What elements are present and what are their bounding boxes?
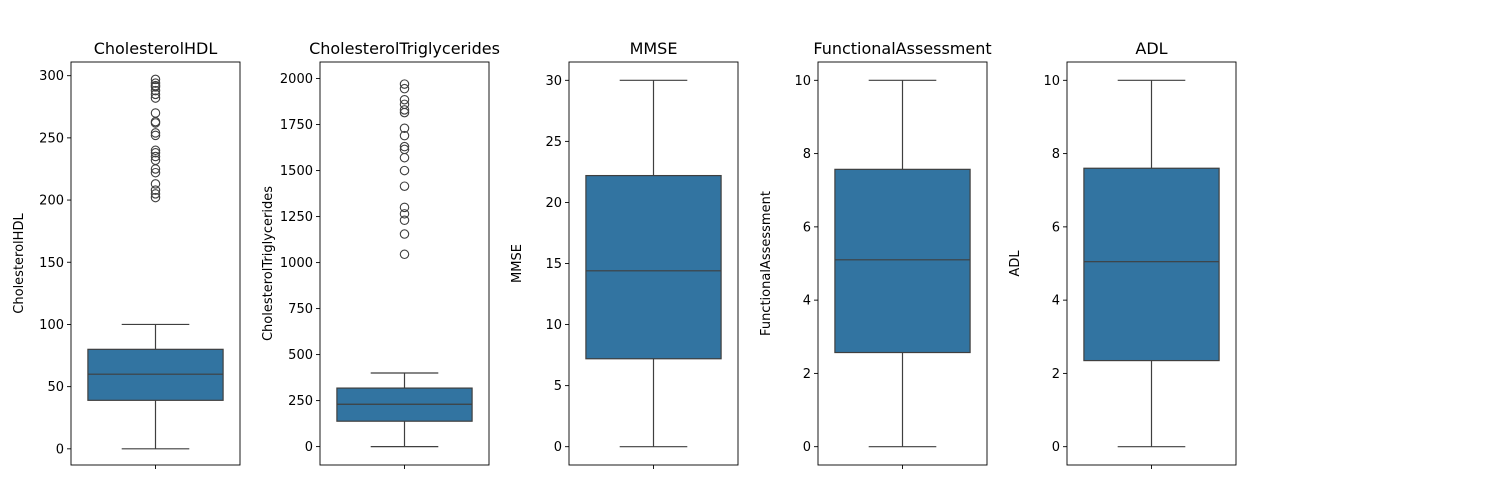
y-tick-label: 2 <box>803 367 811 382</box>
outlier-point <box>399 130 410 141</box>
outlier-point <box>150 155 161 166</box>
outlier-point <box>399 79 410 89</box>
y-axis-label: FunctionalAssessment <box>759 191 774 336</box>
y-tick-label: 10 <box>1043 74 1060 89</box>
subplot-1: CholesterolHDL CholesterolHDL 0 50 100 150 200… <box>12 39 241 469</box>
outlier-point <box>399 249 410 260</box>
y-tick-label: 50 <box>47 380 64 395</box>
y-tick-label: 0 <box>554 440 562 455</box>
axes-frame <box>1066 61 1237 466</box>
outlier-point <box>399 181 410 191</box>
outlier-point <box>399 209 410 219</box>
outlier-point <box>399 141 410 152</box>
y-axis-label: ADL <box>1008 250 1023 277</box>
outlier-point <box>399 229 410 239</box>
outlier-point <box>399 144 410 155</box>
outlier-point <box>150 185 161 195</box>
y-tick-label: 150 <box>39 256 64 271</box>
y-axis-label: MMSE <box>510 244 525 283</box>
y-tick-label: 250 <box>39 131 64 146</box>
outlier-point <box>150 108 161 118</box>
outlier-point <box>399 99 410 110</box>
y-tick-label: 1250 <box>280 210 313 225</box>
y-tick-label: 300 <box>39 69 64 84</box>
axes-frame <box>568 61 739 466</box>
subplot-5: ADL ADL 0 2 4 6 8 10 <box>1008 39 1237 469</box>
outlier-point <box>150 128 161 138</box>
y-tick-label: 4 <box>803 294 811 309</box>
y-tick-label: 6 <box>803 220 811 235</box>
iqr-box <box>1083 167 1220 362</box>
y-tick-label: 1750 <box>280 118 313 133</box>
subplot-title: ADL <box>1135 39 1167 58</box>
subplot-4: FunctionalAssessment FunctionalAssessment… <box>759 39 992 469</box>
axes-frame <box>817 61 988 466</box>
subplot-title: FunctionalAssessment <box>813 39 991 58</box>
iqr-box <box>834 168 971 354</box>
y-tick-label: 750 <box>288 302 313 317</box>
outlier-point <box>399 123 410 133</box>
outlier-point <box>399 202 410 213</box>
y-tick-label: 1000 <box>280 256 313 271</box>
iqr-box <box>87 348 224 401</box>
y-tick-label: 25 <box>545 135 562 150</box>
outlier-point <box>150 148 161 158</box>
subplot-title: CholesterolTriglycerides <box>309 39 500 58</box>
y-tick-label: 2 <box>1052 367 1060 382</box>
outlier-point <box>150 130 161 141</box>
outlier-point <box>150 78 161 88</box>
subplot-title: MMSE <box>630 39 678 58</box>
axes-frame <box>70 61 241 466</box>
outlier-point <box>399 105 410 115</box>
y-tick-label: 250 <box>288 394 313 409</box>
outlier-point <box>150 192 161 203</box>
outlier-point <box>150 80 161 91</box>
outlier-point <box>150 74 161 85</box>
y-tick-label: 30 <box>545 74 562 89</box>
y-axis-label: CholesterolTriglycerides <box>261 186 276 341</box>
y-tick-label: 4 <box>1052 294 1060 309</box>
iqr-box <box>585 174 722 360</box>
outlier-point <box>399 215 410 226</box>
subplot-3: MMSE MMSE 0 5 10 15 20 25 30 <box>510 39 739 469</box>
y-tick-label: 2000 <box>280 72 313 87</box>
outlier-point <box>150 93 161 103</box>
y-tick-label: 200 <box>39 194 64 209</box>
y-tick-label: 8 <box>1052 147 1060 162</box>
y-tick-label: 0 <box>803 440 811 455</box>
outlier-point <box>150 85 161 96</box>
y-tick-label: 10 <box>545 318 562 333</box>
y-tick-label: 1500 <box>280 164 313 179</box>
outlier-point <box>399 83 410 94</box>
y-tick-label: 100 <box>39 318 64 333</box>
subplot-2: CholesterolTriglycerides CholesterolTrigl… <box>261 39 500 469</box>
y-tick-label: 0 <box>1052 440 1060 455</box>
y-tick-label: 0 <box>305 440 313 455</box>
outlier-point <box>399 94 410 105</box>
y-tick-label: 10 <box>794 74 811 89</box>
outlier-point <box>399 152 410 163</box>
y-tick-label: 500 <box>288 348 313 363</box>
subplot-title: CholesterolHDL <box>94 39 218 58</box>
outlier-point <box>150 189 161 199</box>
y-axis-label: CholesterolHDL <box>12 213 27 314</box>
outlier-point <box>150 145 161 156</box>
outlier-point <box>399 165 410 176</box>
outlier-point <box>150 167 161 178</box>
y-tick-label: 15 <box>545 257 562 272</box>
y-tick-label: 6 <box>1052 220 1060 235</box>
y-tick-label: 20 <box>545 196 562 211</box>
y-tick-label: 5 <box>554 379 562 394</box>
outlier-point <box>150 179 161 189</box>
y-tick-label: 8 <box>803 147 811 162</box>
y-tick-label: 0 <box>56 442 64 457</box>
outlier-point <box>150 151 161 162</box>
axes-frame <box>319 61 490 466</box>
